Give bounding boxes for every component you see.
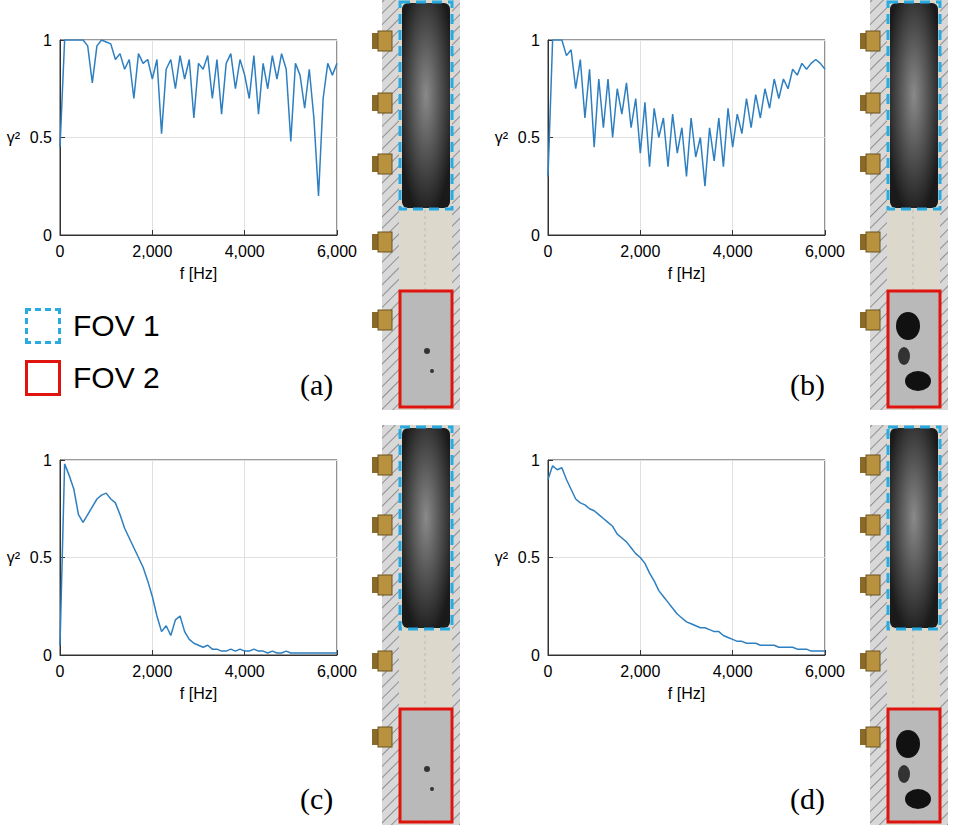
svg-text:0: 0 (544, 663, 553, 680)
svg-text:0: 0 (531, 227, 540, 244)
html-text:(a): (a) (300, 368, 334, 401)
svg-text:0: 0 (544, 243, 553, 260)
html-text:FOV 2: FOV 2 (73, 361, 160, 394)
svg-text:0.5: 0.5 (518, 129, 540, 146)
svg-text:γ²: γ² (7, 549, 21, 566)
svg-text:0: 0 (56, 663, 65, 680)
svg-text:1: 1 (531, 452, 540, 469)
svg-text:4,000: 4,000 (713, 243, 753, 260)
svg-text:f [Hz]: f [Hz] (180, 265, 217, 282)
svg-text:0.5: 0.5 (30, 129, 52, 146)
svg-text:0.5: 0.5 (30, 549, 52, 566)
html-text:FOV 1: FOV 1 (73, 309, 160, 342)
svg-text:f [Hz]: f [Hz] (180, 685, 217, 702)
svg-text:1: 1 (531, 32, 540, 49)
svg-text:γ²: γ² (495, 549, 509, 566)
svg-text:1: 1 (43, 32, 52, 49)
svg-text:2,000: 2,000 (620, 243, 660, 260)
svg-text:γ²: γ² (7, 129, 21, 146)
html-text:(b): (b) (790, 368, 825, 401)
svg-text:f [Hz]: f [Hz] (668, 265, 705, 282)
html-text:(c): (c) (300, 782, 334, 815)
svg-text:6,000: 6,000 (317, 243, 357, 260)
svg-text:2,000: 2,000 (132, 243, 172, 260)
html-text:(d): (d) (790, 782, 825, 815)
svg-text:2,000: 2,000 (620, 663, 660, 680)
svg-text:4,000: 4,000 (225, 243, 265, 260)
svg-text:0: 0 (531, 647, 540, 664)
svg-text:0.5: 0.5 (518, 549, 540, 566)
svg-text:6,000: 6,000 (805, 663, 845, 680)
svg-text:4,000: 4,000 (713, 663, 753, 680)
svg-text:1: 1 (43, 452, 52, 469)
svg-text:0: 0 (43, 227, 52, 244)
svg-text:0: 0 (43, 647, 52, 664)
svg-text:4,000: 4,000 (225, 663, 265, 680)
svg-text:0: 0 (56, 243, 65, 260)
svg-text:γ²: γ² (495, 129, 509, 146)
svg-text:2,000: 2,000 (132, 663, 172, 680)
svg-text:6,000: 6,000 (317, 663, 357, 680)
svg-text:6,000: 6,000 (805, 243, 845, 260)
svg-text:f [Hz]: f [Hz] (668, 685, 705, 702)
